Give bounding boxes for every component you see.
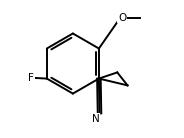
Text: O: O <box>118 13 126 23</box>
Text: N: N <box>92 114 99 124</box>
Text: F: F <box>28 73 34 83</box>
